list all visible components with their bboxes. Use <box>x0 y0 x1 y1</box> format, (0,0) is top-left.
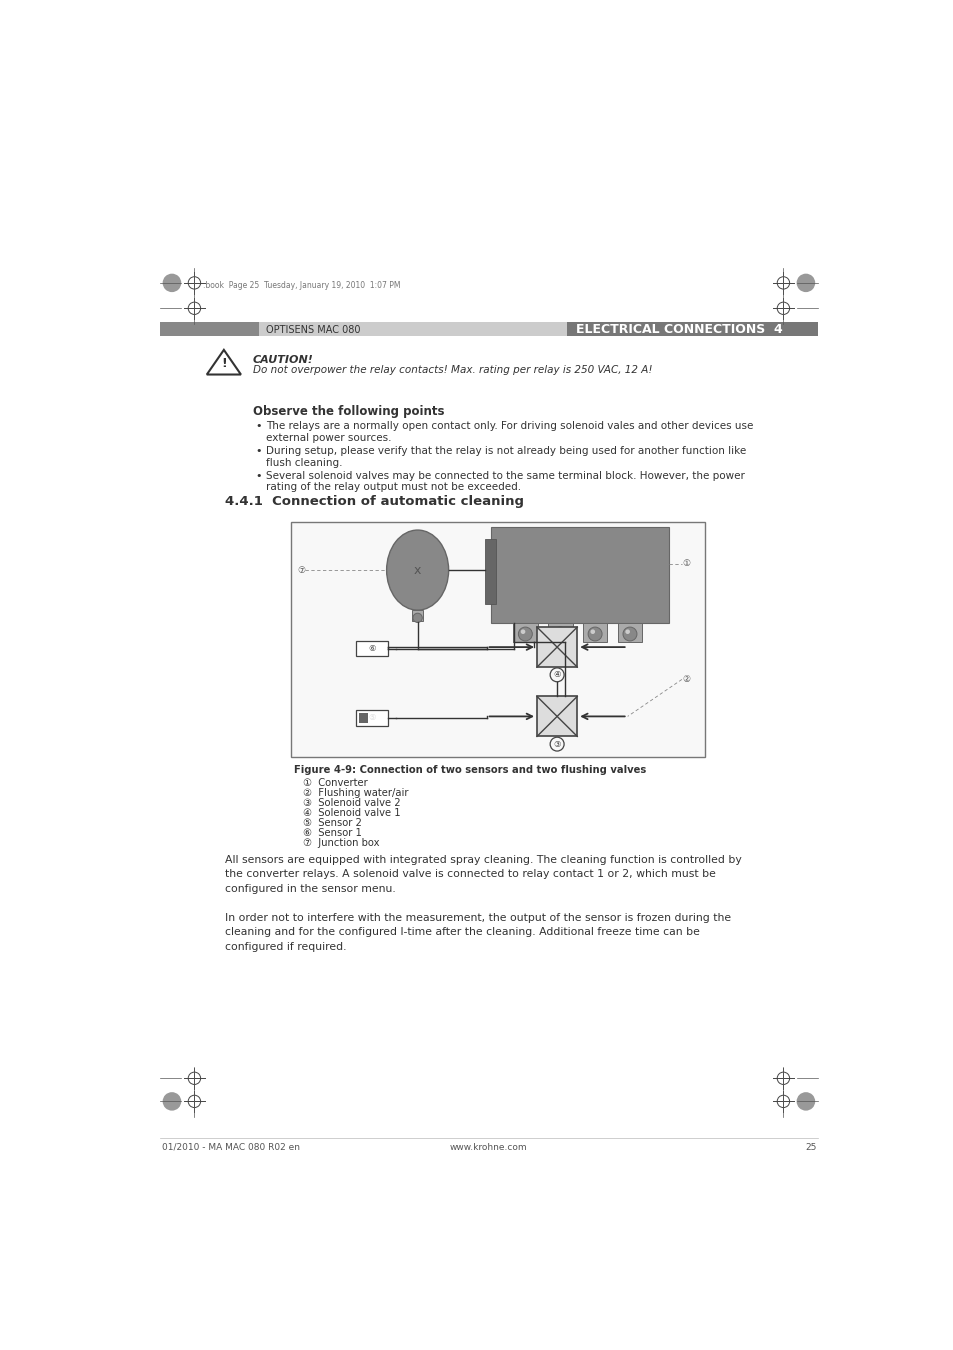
Circle shape <box>555 629 559 634</box>
FancyBboxPatch shape <box>582 624 607 643</box>
Text: •: • <box>255 421 262 432</box>
Circle shape <box>624 629 629 634</box>
FancyBboxPatch shape <box>355 710 388 726</box>
Text: ③: ③ <box>553 740 560 749</box>
Text: ⑦  Junction box: ⑦ Junction box <box>303 838 379 848</box>
FancyBboxPatch shape <box>355 641 388 656</box>
FancyBboxPatch shape <box>159 323 258 336</box>
Text: ELECTRICAL CONNECTIONS  4: ELECTRICAL CONNECTIONS 4 <box>576 324 782 336</box>
Text: ⑦: ⑦ <box>297 566 305 575</box>
Text: www.krohne.com: www.krohne.com <box>450 1143 527 1152</box>
Text: CAUTION!: CAUTION! <box>253 355 314 364</box>
FancyBboxPatch shape <box>567 323 818 336</box>
Circle shape <box>553 628 567 641</box>
FancyBboxPatch shape <box>513 624 537 643</box>
Text: ①  Converter: ① Converter <box>303 778 367 788</box>
FancyBboxPatch shape <box>291 522 704 757</box>
Text: •: • <box>255 471 262 481</box>
Text: 25: 25 <box>804 1143 816 1152</box>
Text: ⑤: ⑤ <box>368 713 375 722</box>
Circle shape <box>162 1092 181 1111</box>
FancyBboxPatch shape <box>537 628 577 667</box>
Text: ②: ② <box>681 675 689 684</box>
FancyBboxPatch shape <box>617 624 641 643</box>
Text: ①: ① <box>681 559 689 568</box>
Text: Several solenoid valves may be connected to the same terminal block. However, th: Several solenoid valves may be connected… <box>266 471 744 493</box>
Ellipse shape <box>386 531 448 610</box>
Text: ⑥: ⑥ <box>368 644 375 653</box>
Text: In order not to interfere with the measurement, the output of the sensor is froz: In order not to interfere with the measu… <box>225 913 731 952</box>
Text: OPTISENS MAC 080: OPTISENS MAC 080 <box>266 325 360 335</box>
Text: Observe the following points: Observe the following points <box>253 405 443 417</box>
Text: ③  Solenoid valve 2: ③ Solenoid valve 2 <box>303 798 400 809</box>
FancyBboxPatch shape <box>358 713 368 722</box>
FancyBboxPatch shape <box>537 697 577 736</box>
FancyBboxPatch shape <box>484 539 496 603</box>
Text: All sensors are equipped with integrated spray cleaning. The cleaning function i: All sensors are equipped with integrated… <box>225 855 741 894</box>
Circle shape <box>796 274 815 292</box>
Text: Figure 4-9: Connection of two sensors and two flushing valves: Figure 4-9: Connection of two sensors an… <box>294 765 645 775</box>
Circle shape <box>520 629 525 634</box>
Text: x: x <box>414 563 421 576</box>
FancyBboxPatch shape <box>547 624 572 643</box>
Circle shape <box>587 628 601 641</box>
Text: ②  Flushing water/air: ② Flushing water/air <box>303 788 408 798</box>
Text: 4.4.1  Connection of automatic cleaning: 4.4.1 Connection of automatic cleaning <box>225 494 524 508</box>
FancyBboxPatch shape <box>258 323 567 336</box>
Circle shape <box>413 613 422 622</box>
Text: ⑥  Sensor 1: ⑥ Sensor 1 <box>303 828 361 838</box>
Circle shape <box>622 628 637 641</box>
Text: ⑤  Sensor 2: ⑤ Sensor 2 <box>303 818 361 828</box>
Text: Do not overpower the relay contacts! Max. rating per relay is 250 VAC, 12 A!: Do not overpower the relay contacts! Max… <box>253 366 651 375</box>
Text: During setup, please verify that the relay is not already being used for another: During setup, please verify that the rel… <box>266 446 746 467</box>
Text: ④  Solenoid valve 1: ④ Solenoid valve 1 <box>303 809 400 818</box>
Text: •: • <box>255 446 262 456</box>
Text: 01/2010 - MA MAC 080 R02 en: 01/2010 - MA MAC 080 R02 en <box>162 1143 299 1152</box>
Circle shape <box>162 274 181 292</box>
Circle shape <box>796 1092 815 1111</box>
Text: .book  Page 25  Tuesday, January 19, 2010  1:07 PM: .book Page 25 Tuesday, January 19, 2010 … <box>203 281 400 290</box>
Circle shape <box>517 628 532 641</box>
FancyBboxPatch shape <box>412 610 422 621</box>
Text: ④: ④ <box>553 671 560 679</box>
Circle shape <box>590 629 595 634</box>
Text: The relays are a normally open contact only. For driving solenoid vales and othe: The relays are a normally open contact o… <box>266 421 753 443</box>
Text: !: ! <box>221 358 227 370</box>
FancyBboxPatch shape <box>491 526 669 624</box>
